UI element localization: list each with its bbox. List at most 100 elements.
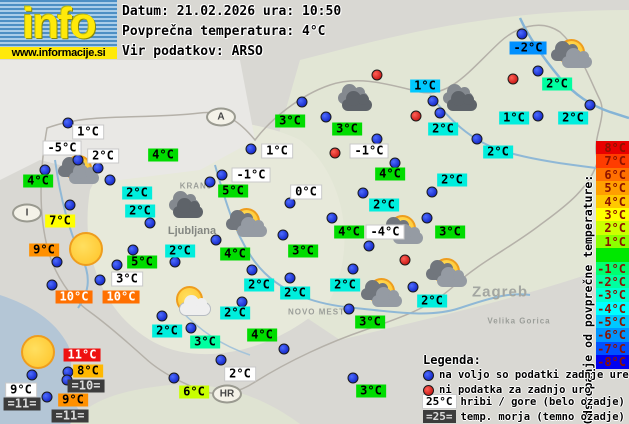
legend-title: Legenda: — [423, 353, 481, 367]
temperature-label: -1°C — [232, 168, 270, 182]
temperature-label: 3°C — [112, 272, 142, 286]
station-dot[interactable] — [357, 187, 369, 199]
station-dot[interactable] — [516, 28, 528, 40]
scale-cell: 5°C — [596, 181, 629, 195]
legend-item-label: temp. morja (temno ozadje) — [460, 410, 625, 423]
temperature-label: 2°C — [88, 149, 118, 163]
temperature-label: 4°C — [247, 328, 277, 342]
temperature-label: 2°C — [122, 186, 152, 200]
station-dot[interactable] — [434, 107, 446, 119]
station-dot[interactable] — [215, 354, 227, 366]
station-dot[interactable] — [343, 303, 355, 315]
temperature-label: 7°C — [45, 214, 75, 228]
temperature-label: 2°C — [437, 173, 467, 187]
station-dot[interactable] — [64, 199, 76, 211]
station-dot[interactable] — [210, 234, 222, 246]
scale-cell: -4°C — [596, 301, 629, 316]
sun-icon — [69, 232, 103, 266]
legend-item-mountains: 25°C hribi / gore (belo ozadje) — [423, 395, 625, 408]
station-dot[interactable] — [507, 73, 519, 85]
road-sign: HR — [212, 384, 242, 404]
scale-cell: 3°C — [596, 207, 629, 222]
station-dot[interactable] — [185, 322, 197, 334]
station-dot[interactable] — [471, 133, 483, 145]
header-data-source: Vir podatkov: ARSO — [122, 44, 263, 59]
station-dot[interactable] — [326, 212, 338, 224]
station-dot[interactable] — [94, 274, 106, 286]
logo-text: info — [0, 0, 117, 47]
temperature-label: 5°C — [218, 184, 248, 198]
scale-cell: -3°C — [596, 288, 629, 302]
temperature-label: 3°C — [288, 244, 318, 258]
station-dot[interactable] — [284, 197, 296, 209]
station-dot[interactable] — [144, 217, 156, 229]
blue-dot-icon — [423, 369, 434, 381]
station-dot[interactable] — [371, 133, 383, 145]
station-dot[interactable] — [92, 162, 104, 174]
station-dot[interactable] — [127, 244, 139, 256]
temperature-label: 2°C — [225, 367, 255, 381]
station-dot[interactable] — [347, 372, 359, 384]
temperature-label: 2°C — [125, 204, 155, 218]
station-dot[interactable] — [246, 264, 258, 276]
station-dot[interactable] — [584, 99, 596, 111]
temperature-label: 1°C — [410, 79, 440, 93]
station-dot[interactable] — [46, 279, 58, 291]
temperature-label: 2°C — [152, 324, 182, 338]
station-dot[interactable] — [347, 263, 359, 275]
station-dot[interactable] — [216, 169, 228, 181]
temperature-label: 2°C — [483, 145, 513, 159]
logo-url-link[interactable]: www.informacije.si — [0, 47, 117, 59]
station-dot[interactable] — [111, 259, 123, 271]
station-dot[interactable] — [72, 154, 84, 166]
station-dot[interactable] — [320, 111, 332, 123]
temperature-label: 4°C — [23, 174, 53, 188]
station-dot[interactable] — [284, 272, 296, 284]
station-dot[interactable] — [426, 186, 438, 198]
scale-cell: 1°C — [596, 234, 629, 249]
station-dot[interactable] — [62, 117, 74, 129]
station-dot[interactable] — [407, 281, 419, 293]
temperature-label: 4°C — [375, 167, 405, 181]
cloud-front-icon — [447, 91, 477, 111]
temperature-label: -1°C — [350, 144, 388, 158]
station-dot[interactable] — [26, 369, 38, 381]
station-dot[interactable] — [51, 256, 63, 268]
legend-item-label: hribi / gore (belo ozadje) — [460, 395, 625, 408]
station-dot[interactable] — [104, 174, 116, 186]
station-dot[interactable] — [410, 110, 422, 122]
station-dot[interactable] — [532, 65, 544, 77]
station-dot[interactable] — [371, 69, 383, 81]
station-dot[interactable] — [41, 391, 53, 403]
temperature-label: 2°C — [428, 122, 458, 136]
city-label: NOVO MESTO — [287, 307, 353, 317]
station-dot[interactable] — [399, 254, 411, 266]
temperature-label: 2°C — [220, 306, 250, 320]
station-dot[interactable] — [245, 143, 257, 155]
station-dot[interactable] — [278, 343, 290, 355]
weather-icon — [224, 208, 272, 244]
temperature-label: 1°C — [73, 125, 103, 139]
station-dot[interactable] — [296, 96, 308, 108]
station-dot[interactable] — [168, 372, 180, 384]
logo[interactable]: info www.informacije.si — [0, 0, 117, 59]
temperature-label: 3°C — [435, 225, 465, 239]
station-dot[interactable] — [427, 95, 439, 107]
cloud-front-icon — [562, 48, 592, 68]
temperature-label: 2°C — [244, 278, 274, 292]
station-dot[interactable] — [156, 310, 168, 322]
station-dot[interactable] — [277, 229, 289, 241]
station-dot[interactable] — [421, 212, 433, 224]
city-label: KRANJ — [179, 181, 213, 191]
station-dot[interactable] — [169, 256, 181, 268]
temperature-label: 4°C — [148, 148, 178, 162]
station-dot[interactable] — [532, 110, 544, 122]
sun-icon — [21, 335, 55, 369]
temperature-label: 2°C — [542, 77, 572, 91]
station-dot[interactable] — [329, 147, 341, 159]
station-dot[interactable] — [204, 176, 216, 188]
temperature-label: 1°C — [499, 111, 529, 125]
station-dot[interactable] — [363, 240, 375, 252]
scale-cell: 8°C — [596, 141, 629, 155]
scale-cell: -8°C — [596, 355, 629, 369]
